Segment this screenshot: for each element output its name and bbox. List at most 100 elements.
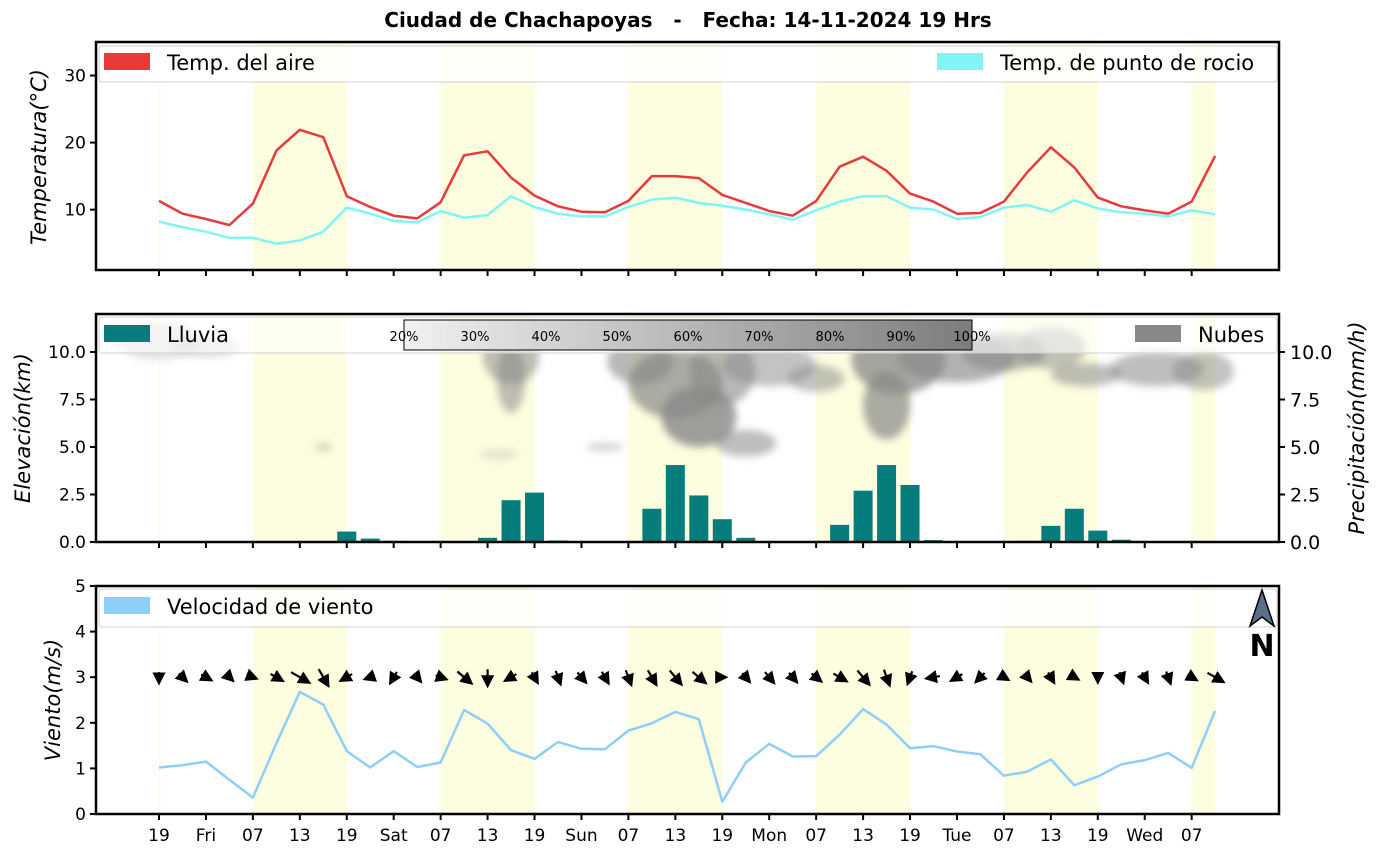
dew-point-line <box>158 194 1216 246</box>
colorbar-step <box>744 320 760 350</box>
colorbar-label: 100% <box>953 330 990 345</box>
wind-arrow <box>1184 669 1199 682</box>
y-tick-label: 7.5 <box>1290 390 1320 412</box>
x-tick-label: 07 <box>618 826 640 846</box>
cloud-region <box>313 443 333 451</box>
rain-bar <box>853 490 873 542</box>
cloud-region <box>863 371 911 440</box>
wind-arrow <box>784 669 799 685</box>
wind-arrow <box>691 671 708 685</box>
wind-arrow <box>1019 669 1033 684</box>
wind-arrow <box>550 670 564 687</box>
rain-bar <box>665 465 685 542</box>
rain-bar <box>736 537 756 542</box>
x-tick-label: 19 <box>1087 826 1109 846</box>
legend-label-clouds: Nubes <box>1198 323 1264 347</box>
cloud-region <box>1050 363 1122 387</box>
precipitation-y-label: Precipitación(mm/h) <box>1345 321 1369 534</box>
y-tick-label: 7.5 <box>59 391 86 411</box>
x-tick-label: Mon <box>751 826 787 846</box>
wind-direction-arrows <box>152 668 1226 689</box>
y-tick-label: 0 <box>75 805 86 825</box>
x-tick-label: 19 <box>711 826 733 846</box>
colorbar-step <box>915 320 930 350</box>
air-temperature-line <box>158 128 1217 227</box>
wind-panel: Velocidad de viento N 0 1 2 3 4 5 Viento(m/s)… <box>41 577 1281 846</box>
colorbar-step <box>801 320 817 350</box>
wind-arrow <box>408 669 423 684</box>
colorbar-label: 80% <box>816 330 845 345</box>
colorbar-step <box>631 320 646 350</box>
y-tick-label: 10.0 <box>48 343 86 363</box>
legend-label-wind: Velocidad de viento <box>167 595 373 619</box>
cloud-region <box>715 429 777 457</box>
cloud-region <box>480 448 519 461</box>
colorbar-step <box>815 320 831 350</box>
night-band <box>159 314 161 542</box>
colorbar-label: 90% <box>887 330 916 345</box>
wind-arrow <box>923 670 941 684</box>
x-tick-label: 07 <box>805 826 827 846</box>
north-label: N <box>1249 629 1274 664</box>
colorbar-step <box>617 320 632 350</box>
wind-arrow <box>502 669 518 682</box>
rain-bar <box>360 538 380 542</box>
colorbar-label: 20% <box>390 330 419 345</box>
wind-arrow <box>244 668 259 681</box>
north-arrow-icon: N <box>1248 587 1276 664</box>
colorbar-label: 60% <box>674 330 703 345</box>
legend-swatch-rain <box>104 325 150 342</box>
x-tick-label: 13 <box>852 826 874 846</box>
temperature-y-axis: 10 20 30 <box>64 67 96 221</box>
colorbar-step <box>475 320 490 350</box>
colorbar-step <box>844 320 859 350</box>
wind-arrow <box>621 669 634 688</box>
rain-clouds-panel: Lluvia Nubes 20% 30% 40% 50% 60% 70% 80% 90% 100… <box>11 312 1369 554</box>
y-tick-label: 10 <box>64 201 86 221</box>
cloud-colorbar: 20% 30% 40% 50% 60% 70% 80% 90% 100% <box>390 319 991 351</box>
colorbar-step <box>602 320 618 350</box>
legend-label-temp: Temp. del aire <box>166 51 315 75</box>
colorbar-step <box>418 320 433 350</box>
wind-arrow <box>290 671 312 684</box>
colorbar-step <box>759 320 774 350</box>
wind-arrow <box>995 668 1011 682</box>
wind-arrow <box>456 670 474 686</box>
x-tick-label: 19 <box>148 826 170 846</box>
elevation-y-label: Elevación(km) <box>11 353 35 503</box>
night-band <box>159 42 161 270</box>
rain-bar <box>689 495 709 542</box>
colorbar-step <box>432 320 448 350</box>
cloud-region <box>787 365 845 392</box>
colorbar-step <box>659 320 675 350</box>
x-tick-label: 13 <box>477 826 499 846</box>
y-tick-label: 10.0 <box>1290 342 1332 364</box>
wind-arrow <box>762 670 776 685</box>
x-tick-label: 13 <box>665 826 687 846</box>
wind-arrow <box>1113 670 1126 686</box>
x-tick-label: 07 <box>430 826 452 846</box>
rain-bars <box>313 465 1225 542</box>
wind-arrow <box>338 669 354 682</box>
wind-frame <box>94 584 1281 816</box>
colorbar-step <box>688 320 703 350</box>
colorbar-step <box>645 320 661 350</box>
wind-x-axis: 19 Fri 07 13 19 Sat 07 13 19 Sun 07 13 19 Mon 07 13 19 Tu… <box>148 814 1203 846</box>
rain-bar <box>712 519 732 542</box>
temperature-y-label: Temperatura(°C) <box>27 69 51 245</box>
colorbar-step <box>489 320 504 350</box>
legend-swatch-dew <box>937 53 983 70</box>
y-tick-label: 5 <box>75 577 86 597</box>
colorbar-label: 70% <box>745 330 774 345</box>
legend-swatch-wind <box>104 597 150 614</box>
colorbar-step <box>872 320 888 350</box>
colorbar-step <box>716 320 732 350</box>
wind-arrow <box>1065 668 1081 681</box>
rain-bar <box>877 465 897 542</box>
y-tick-label: 2 <box>75 714 86 734</box>
cloud-region <box>1172 352 1234 390</box>
temperature-frame <box>94 40 1281 272</box>
y-tick-label: 4 <box>75 623 86 643</box>
x-tick-label: Wed <box>1126 826 1163 846</box>
legend-label-rain: Lluvia <box>167 323 229 347</box>
